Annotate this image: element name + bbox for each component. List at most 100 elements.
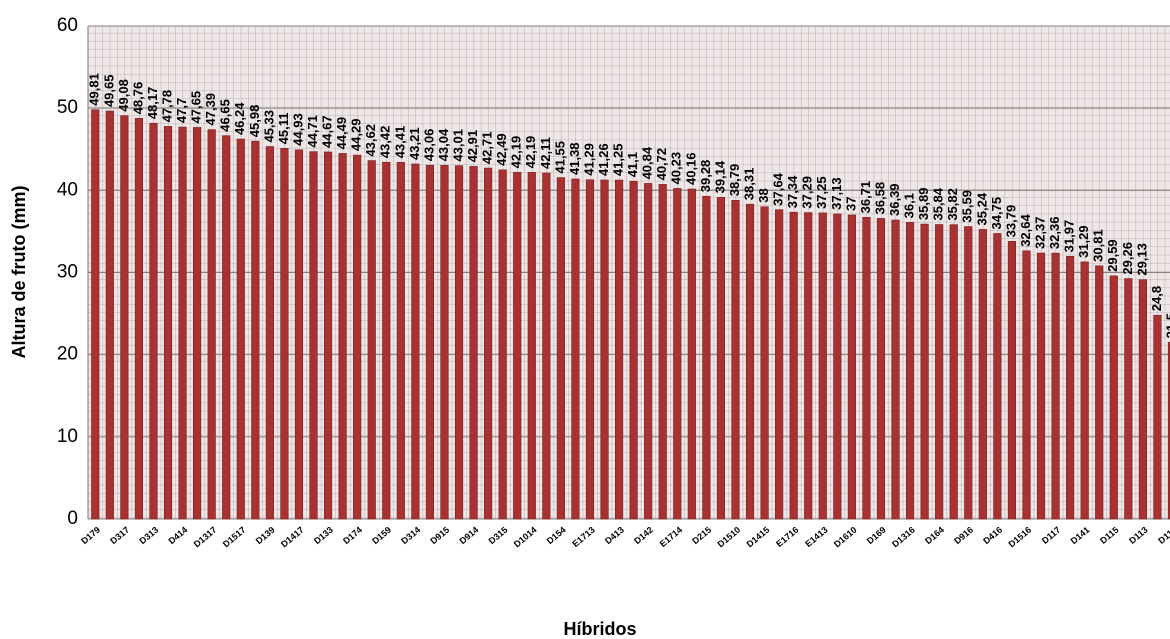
x-tick-label: D1610 <box>832 525 859 550</box>
x-tick-label: D1517 <box>221 525 248 550</box>
value-label: 32,64 <box>1018 214 1033 247</box>
bar <box>309 151 318 520</box>
x-tick-label: E1413 <box>803 525 829 549</box>
bar <box>891 219 900 520</box>
value-label: 44,29 <box>349 119 364 152</box>
bar <box>353 154 362 520</box>
x-tick-label: D154 <box>545 525 568 546</box>
bar <box>716 197 726 520</box>
bar <box>338 153 347 520</box>
x-tick-label: D142 <box>632 525 655 546</box>
bar <box>265 146 274 520</box>
value-label: 42,71 <box>480 132 495 165</box>
bar <box>702 195 711 520</box>
value-label: 47,78 <box>159 90 174 123</box>
bar <box>411 163 420 520</box>
value-label: 36,71 <box>858 181 873 214</box>
bar <box>1022 250 1031 520</box>
value-label: 44,71 <box>305 115 320 148</box>
x-tick-label: D141 <box>1069 525 1092 546</box>
value-label: 42,19 <box>509 136 524 169</box>
bar <box>775 209 784 520</box>
bar <box>964 226 973 520</box>
value-label: 35,82 <box>945 188 960 221</box>
value-label: 35,89 <box>916 188 931 221</box>
bar <box>294 149 304 520</box>
value-label: 47,65 <box>189 91 204 124</box>
value-label: 38 <box>756 188 771 202</box>
x-tick-label: D117 <box>1040 525 1063 546</box>
value-label: 37,25 <box>814 176 829 209</box>
y-axis-title: Altura de fruto (mm) <box>9 185 29 358</box>
bar <box>600 179 609 520</box>
bar <box>571 178 580 520</box>
bar <box>1153 314 1162 520</box>
bar <box>935 224 944 520</box>
y-tick-label: 0 <box>67 508 78 529</box>
x-tick-label: D179 <box>79 525 102 546</box>
value-label: 32,37 <box>1032 216 1047 249</box>
x-tick-label: D915 <box>428 525 451 546</box>
value-label: 42,19 <box>523 136 538 169</box>
value-label: 35,84 <box>931 187 946 220</box>
x-tick-label: D916 <box>952 525 975 546</box>
value-label: 43,21 <box>407 127 422 160</box>
bar <box>134 118 144 520</box>
bar <box>687 188 696 520</box>
value-label: 41,29 <box>581 143 596 176</box>
bar <box>978 229 987 520</box>
bar <box>949 224 958 520</box>
x-tick-label: D139 <box>254 525 277 546</box>
value-label: 49,65 <box>101 74 116 107</box>
value-label: 37,13 <box>829 177 844 210</box>
value-label: 40,84 <box>640 146 655 179</box>
value-label: 29,13 <box>1134 243 1149 276</box>
bar <box>178 126 187 520</box>
y-tick-label: 60 <box>57 15 78 36</box>
bar <box>644 183 653 520</box>
value-label: 42,49 <box>494 133 509 166</box>
bar <box>207 129 216 520</box>
bar <box>454 165 464 520</box>
bar <box>498 169 507 520</box>
x-tick-label: D416 <box>981 525 1004 546</box>
value-label: 36,58 <box>872 182 887 215</box>
value-label: 36,1 <box>902 193 917 218</box>
value-label: 44,67 <box>320 115 335 148</box>
value-label: 46,24 <box>232 102 247 135</box>
value-label: 39,28 <box>698 160 713 193</box>
bar <box>920 223 929 520</box>
value-label: 46,65 <box>218 99 233 132</box>
bar <box>425 164 435 520</box>
bar <box>1036 252 1046 520</box>
value-label: 45,33 <box>261 110 276 143</box>
bar <box>585 179 595 520</box>
bar <box>1124 278 1133 520</box>
value-label: 34,75 <box>989 197 1004 230</box>
bar <box>120 115 129 520</box>
bar <box>745 203 755 520</box>
y-tick-label: 40 <box>57 179 78 200</box>
x-tick-label: D113 <box>1127 525 1150 546</box>
value-label: 29,59 <box>1105 239 1120 272</box>
x-tick-label: D317 <box>108 525 131 546</box>
value-label: 43,06 <box>421 129 436 162</box>
value-label: 35,59 <box>960 190 975 223</box>
value-label: 43,04 <box>436 128 451 161</box>
x-tick-label: D164 <box>923 525 946 546</box>
bar <box>91 109 100 520</box>
value-label: 39,14 <box>712 160 727 193</box>
value-label: 47,7 <box>174 98 189 123</box>
bar <box>251 140 260 520</box>
value-label: 41,1 <box>625 152 640 177</box>
bar <box>513 172 522 520</box>
bar <box>1095 265 1104 520</box>
value-label: 47,39 <box>203 93 218 126</box>
value-label: 43,42 <box>378 126 393 159</box>
bar <box>804 212 813 520</box>
bar <box>484 167 493 520</box>
bar <box>847 214 856 520</box>
x-tick-label: D159 <box>370 525 393 546</box>
bar <box>396 162 405 520</box>
value-label: 48,17 <box>145 87 160 120</box>
